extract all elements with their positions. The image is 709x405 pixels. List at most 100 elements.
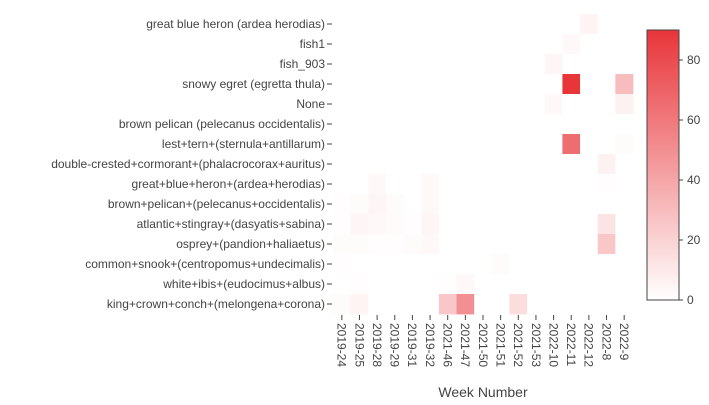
heatmap-cell bbox=[580, 14, 599, 35]
heatmap-cell bbox=[509, 294, 528, 315]
heatmap-cell bbox=[615, 294, 634, 315]
heatmap-cell bbox=[597, 154, 616, 175]
heatmap-cell bbox=[544, 34, 563, 55]
y-tick-label: osprey+(pandion+haliaetus) bbox=[176, 237, 325, 251]
heatmap-cell bbox=[385, 74, 404, 95]
heatmap-cell bbox=[580, 74, 599, 95]
heatmap-cell bbox=[403, 114, 422, 135]
heatmap-cell bbox=[597, 54, 616, 75]
heatmap-cell bbox=[403, 214, 422, 235]
heatmap-cell bbox=[421, 234, 440, 255]
y-axis: great blue heron (ardea herodias) fish1 fi… bbox=[51, 17, 332, 311]
heatmap-cell bbox=[527, 94, 546, 115]
heatmap-cell bbox=[456, 14, 475, 35]
heatmap-cell bbox=[333, 134, 352, 155]
heatmap-cell bbox=[580, 134, 599, 155]
heatmap-cell bbox=[562, 74, 581, 95]
y-tick-label: double-crested+cormorant+(phalacrocorax+… bbox=[51, 157, 325, 171]
colorbar-tick-label: 0 bbox=[687, 293, 694, 307]
heatmap-cell bbox=[544, 114, 563, 135]
heatmap-cell bbox=[615, 94, 634, 115]
heatmap-cell bbox=[403, 194, 422, 215]
x-tick-label: 2022-9 bbox=[617, 323, 631, 361]
heatmap-cell bbox=[333, 274, 352, 295]
x-axis-title: Week Number bbox=[438, 384, 528, 400]
heatmap-cell bbox=[403, 254, 422, 275]
heatmap-cell bbox=[491, 54, 510, 75]
heatmap-cell bbox=[597, 94, 616, 115]
heatmap-cell bbox=[615, 254, 634, 275]
heatmap-cell bbox=[509, 154, 528, 175]
heatmap-cell bbox=[544, 274, 563, 295]
heatmap-cell bbox=[597, 34, 616, 55]
heatmap-cell bbox=[562, 134, 581, 155]
heatmap-cell bbox=[615, 234, 634, 255]
heatmap-cell bbox=[509, 74, 528, 95]
heatmap-cell bbox=[544, 54, 563, 75]
heatmap-cell bbox=[456, 174, 475, 195]
heatmap-cell bbox=[562, 234, 581, 255]
heatmap-cell bbox=[491, 214, 510, 235]
heatmap-cell bbox=[421, 174, 440, 195]
heatmap-cell bbox=[385, 94, 404, 115]
heatmap-cell bbox=[385, 214, 404, 235]
heatmap-cell bbox=[368, 54, 387, 75]
heatmap-cell bbox=[403, 234, 422, 255]
x-tick-label: 2022-8 bbox=[599, 323, 613, 361]
heatmap-cell bbox=[385, 154, 404, 175]
colorbar-tick-label: 40 bbox=[687, 173, 701, 187]
heatmap-cell bbox=[491, 234, 510, 255]
heatmap-cell bbox=[527, 14, 546, 35]
heatmap-cell bbox=[509, 254, 528, 275]
heatmap-cell bbox=[385, 114, 404, 135]
y-tick-label: brown pelican (pelecanus occidentalis) bbox=[119, 117, 325, 131]
heatmap-cell bbox=[350, 14, 369, 35]
heatmap-cell bbox=[509, 134, 528, 155]
heatmap-cell bbox=[350, 234, 369, 255]
heatmap-cell bbox=[456, 74, 475, 95]
heatmap-cell bbox=[615, 54, 634, 75]
heatmap-cell bbox=[438, 34, 457, 55]
heatmap-cell bbox=[580, 274, 599, 295]
heatmap-cell bbox=[403, 294, 422, 315]
heatmap-cell bbox=[491, 94, 510, 115]
heatmap-cell bbox=[562, 154, 581, 175]
heatmap-cell bbox=[580, 94, 599, 115]
heatmap-cell bbox=[421, 274, 440, 295]
heatmap-cell bbox=[615, 214, 634, 235]
heatmap-cell bbox=[615, 154, 634, 175]
heatmap-cell bbox=[562, 14, 581, 35]
heatmap-cell bbox=[385, 234, 404, 255]
heatmap-cell bbox=[562, 214, 581, 235]
heatmap-cell bbox=[456, 194, 475, 215]
heatmap-cell bbox=[333, 194, 352, 215]
heatmap-cell bbox=[438, 294, 457, 315]
heatmap-cell bbox=[597, 214, 616, 235]
y-tick-label: great+blue+heron+(ardea+herodias) bbox=[132, 177, 325, 191]
heatmap-cell bbox=[350, 54, 369, 75]
heatmap-cell bbox=[350, 134, 369, 155]
heatmap-cell bbox=[474, 14, 493, 35]
heatmap-cell bbox=[491, 294, 510, 315]
heatmap-cell bbox=[509, 34, 528, 55]
heatmap-cell bbox=[456, 134, 475, 155]
heatmap-cell bbox=[491, 14, 510, 35]
heatmap-cell bbox=[527, 274, 546, 295]
heatmap-cell bbox=[544, 74, 563, 95]
heatmap-cell bbox=[385, 34, 404, 55]
heatmap-cell bbox=[333, 114, 352, 135]
heatmap-cell bbox=[527, 154, 546, 175]
heatmap-cell bbox=[456, 254, 475, 275]
heatmap-cell bbox=[527, 214, 546, 235]
heatmap-cell bbox=[474, 154, 493, 175]
heatmap-cell bbox=[350, 214, 369, 235]
heatmap-cell bbox=[491, 254, 510, 275]
heatmap-cell bbox=[350, 114, 369, 135]
heatmap-cell bbox=[562, 274, 581, 295]
x-tick-label: 2021-50 bbox=[476, 323, 490, 367]
x-axis: 2019-24 2019-25 2019-28 2019-29 2019-31 2019-… bbox=[335, 315, 631, 367]
heatmap-cell bbox=[544, 94, 563, 115]
heatmap-cell bbox=[509, 54, 528, 75]
colorbar: 0 20 40 60 80 bbox=[646, 29, 701, 307]
y-tick-label: lest+tern+(sternula+antillarum) bbox=[162, 137, 325, 151]
